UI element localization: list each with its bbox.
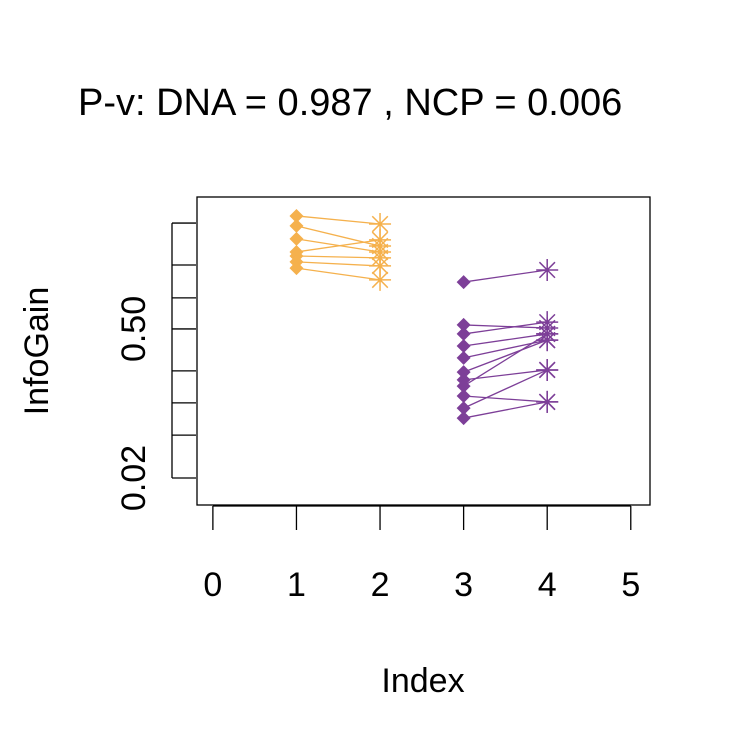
y-axis-label: InfoGain [18, 287, 56, 416]
diamond-marker [456, 350, 471, 365]
series-line [296, 261, 381, 267]
star-marker [369, 228, 392, 251]
series-line [296, 225, 381, 247]
diamond-marker [456, 326, 471, 341]
series-line [296, 215, 381, 225]
star-marker [369, 268, 392, 291]
x-tick-label: 1 [287, 566, 306, 604]
series-line [463, 369, 548, 381]
diamond-marker [456, 275, 471, 290]
series-line [296, 239, 381, 253]
x-tick-label: 2 [371, 566, 390, 604]
star-marker [536, 311, 559, 334]
plot-box [196, 196, 651, 506]
diamond-marker [289, 261, 304, 276]
series-line [463, 269, 548, 283]
series-line [463, 401, 548, 419]
series-line [463, 395, 548, 403]
diamond-marker [456, 317, 471, 332]
star-marker [536, 358, 559, 381]
y-tick-label: 0.02 [115, 445, 153, 511]
star-marker [369, 213, 392, 236]
series-line [463, 333, 548, 387]
star-marker [536, 390, 559, 413]
series-line [463, 333, 548, 347]
diamond-marker [456, 365, 471, 380]
diamond-marker [456, 411, 471, 426]
chart-title: P-v: DNA = 0.987 , NCP = 0.006 [78, 82, 622, 124]
star-marker [536, 322, 559, 345]
series-line [296, 255, 381, 259]
series-line [463, 339, 548, 359]
series-line [296, 267, 381, 281]
diamond-marker [456, 339, 471, 354]
diamond-marker [456, 379, 471, 394]
series-line [463, 369, 548, 409]
diamond-marker [456, 401, 471, 416]
x-tick-label: 4 [538, 566, 557, 604]
star-marker [536, 258, 559, 281]
diamond-marker [289, 231, 304, 246]
series-line [463, 339, 548, 373]
diamond-marker [289, 208, 304, 223]
series-line [463, 321, 548, 335]
x-tick-label: 5 [621, 566, 640, 604]
series-line [463, 324, 548, 329]
x-tick-label: 0 [203, 566, 222, 604]
star-marker [369, 254, 392, 277]
diamond-marker [289, 218, 304, 233]
diamond-marker [456, 389, 471, 404]
y-tick-label: 0.50 [115, 296, 153, 362]
x-tick-label: 3 [454, 566, 473, 604]
x-axis-label: Index [381, 662, 464, 700]
